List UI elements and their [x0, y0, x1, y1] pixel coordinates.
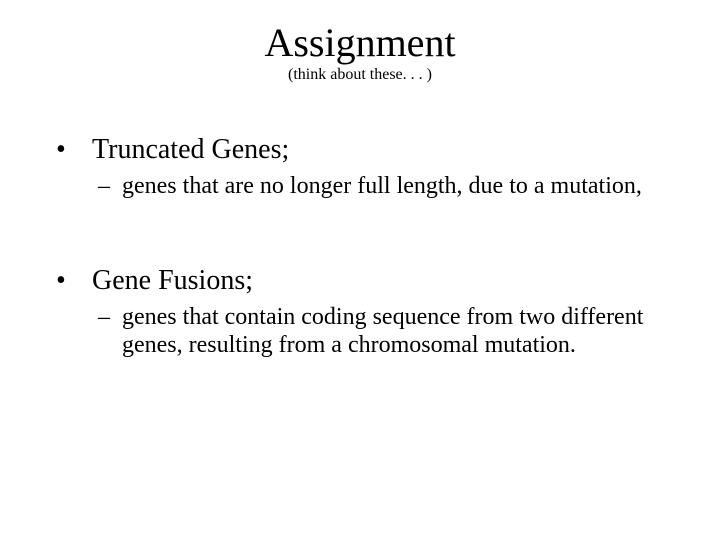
- bullet-marker-icon: •: [50, 134, 92, 166]
- section-gap: [50, 201, 670, 265]
- slide-title: Assignment: [0, 22, 720, 64]
- slide-body: • Truncated Genes; – genes that are no l…: [0, 84, 720, 359]
- bullet-level2: – genes that are no longer full length, …: [98, 172, 670, 200]
- bullet-level1: • Gene Fusions;: [50, 265, 670, 297]
- bullet-level2: – genes that contain coding sequence fro…: [98, 303, 670, 360]
- bullet-text: Truncated Genes;: [92, 134, 289, 166]
- dash-marker-icon: –: [98, 303, 122, 360]
- dash-marker-icon: –: [98, 172, 122, 200]
- slide: Assignment (think about these. . . ) • T…: [0, 0, 720, 540]
- bullet-text: genes that contain coding sequence from …: [122, 303, 662, 360]
- bullet-level1: • Truncated Genes;: [50, 134, 670, 166]
- slide-subtitle: (think about these. . . ): [0, 66, 720, 84]
- bullet-text: Gene Fusions;: [92, 265, 253, 297]
- bullet-marker-icon: •: [50, 265, 92, 297]
- title-block: Assignment (think about these. . . ): [0, 0, 720, 84]
- bullet-text: genes that are no longer full length, du…: [122, 172, 642, 200]
